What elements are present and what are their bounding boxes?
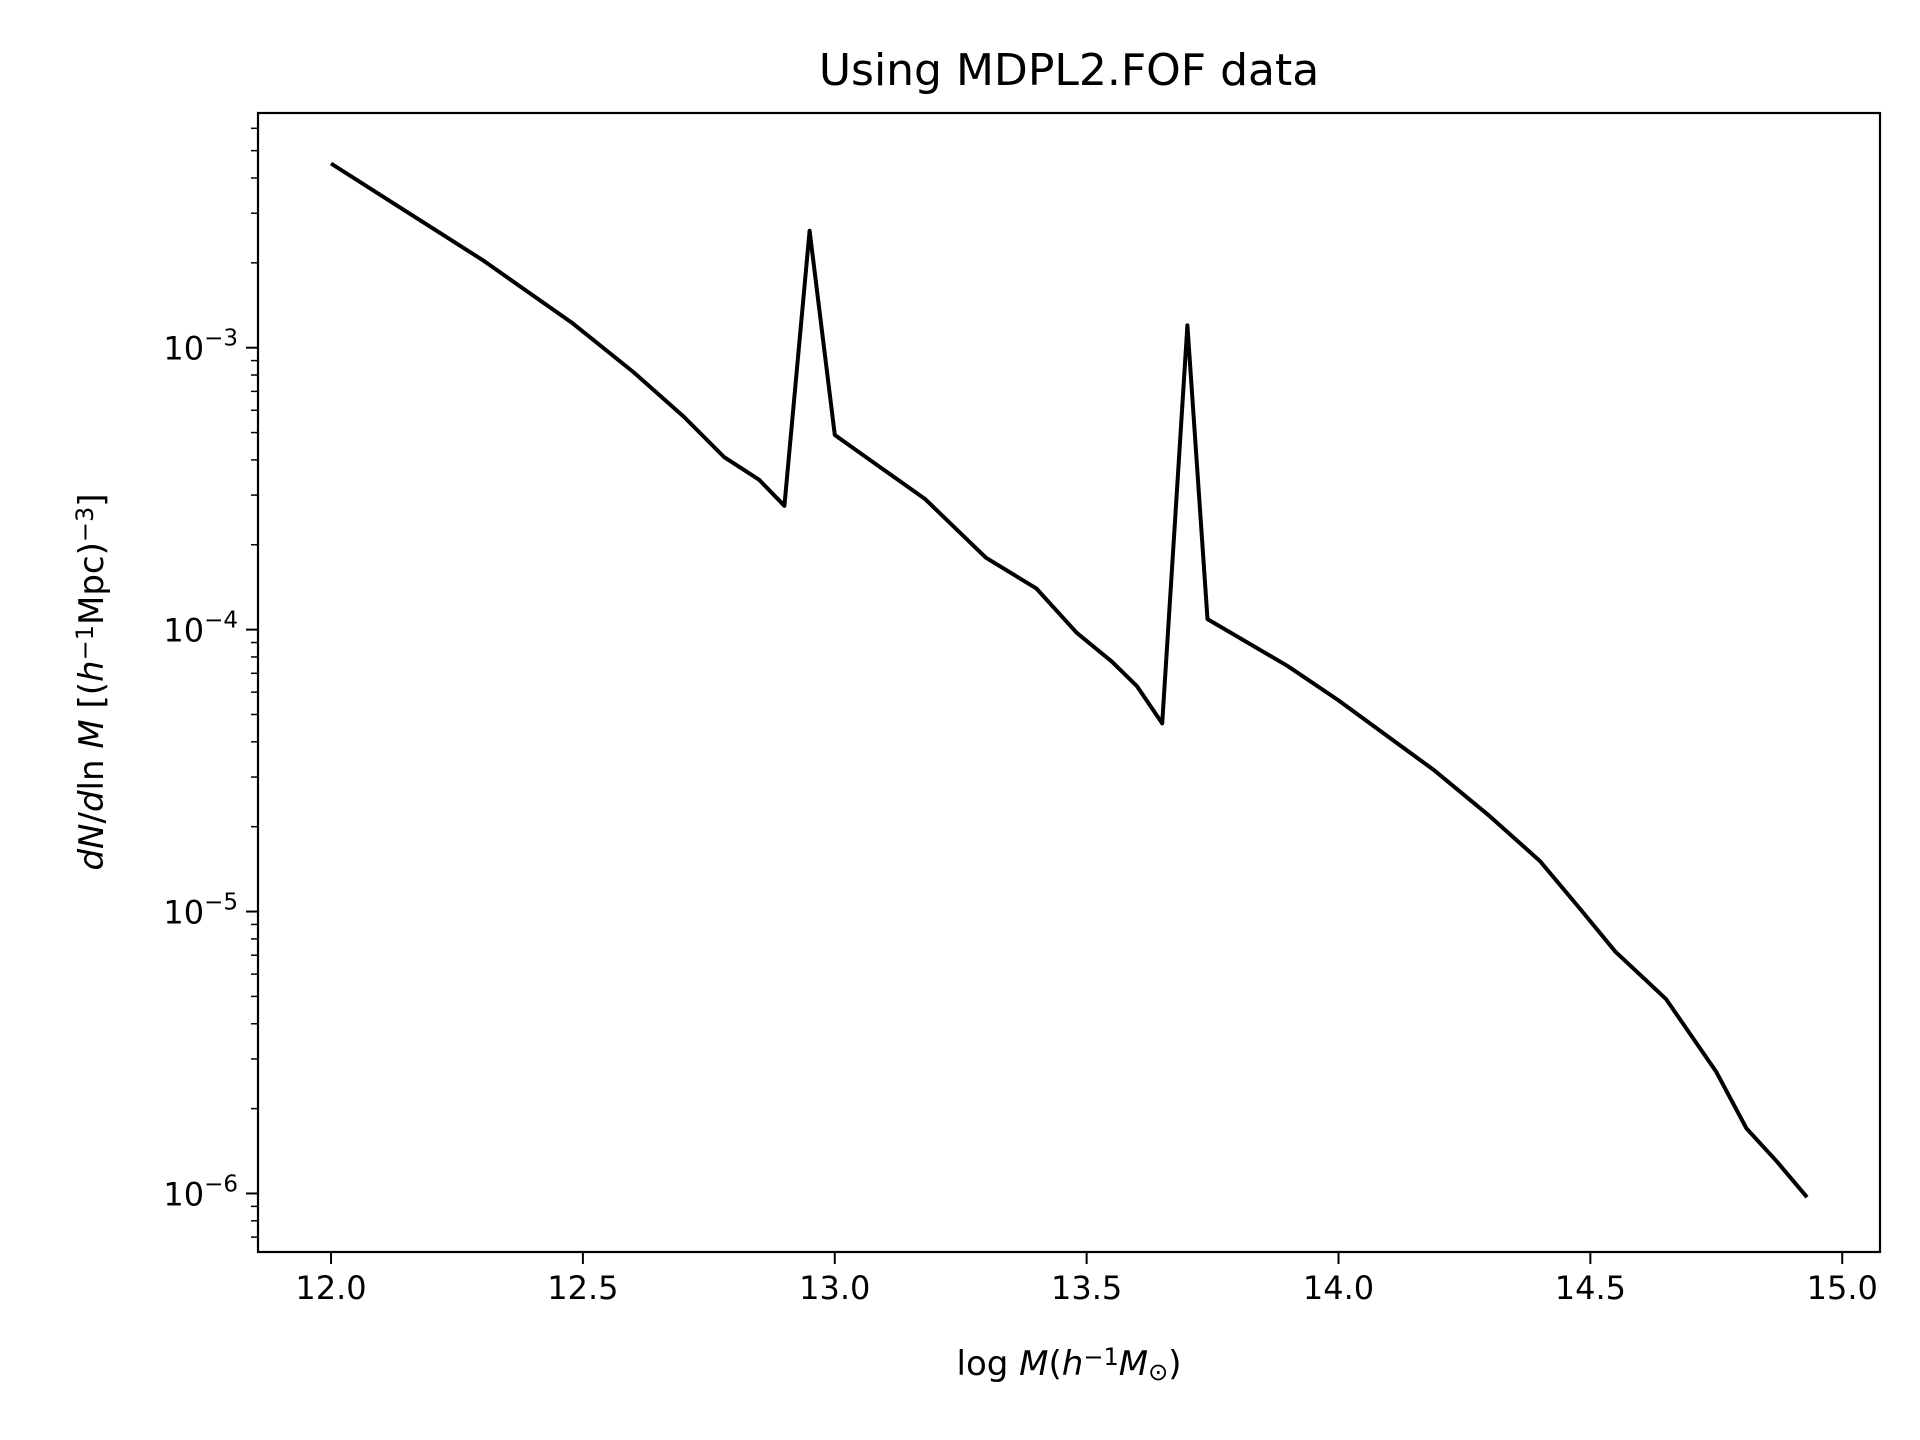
axis-label-part: −1 <box>71 625 99 660</box>
axis-label-part: ) <box>1168 1344 1181 1384</box>
x-tick-label: 13.0 <box>799 1269 870 1307</box>
axis-label-part: −1 <box>1083 1343 1118 1371</box>
axis-label-part: −3 <box>71 507 99 542</box>
series-line-0 <box>329 161 1809 1199</box>
y-axis-label: dN/dln M [(h−1Mpc)−3] <box>71 493 112 870</box>
x-tick-label: 12.5 <box>547 1269 618 1307</box>
y-tick-label: 10−4 <box>163 608 238 650</box>
axis-label-part: ln <box>72 749 112 791</box>
x-tick-label: 14.0 <box>1303 1269 1374 1307</box>
axis-label-part: dN <box>72 824 112 871</box>
axis-label-part: log <box>957 1344 1020 1384</box>
y-tick-exponent: −3 <box>204 326 238 352</box>
x-tick-label: 14.5 <box>1555 1269 1626 1307</box>
axis-label-part: h <box>1062 1344 1084 1384</box>
y-tick-exponent: −4 <box>204 608 238 634</box>
axis-label-part: ⊙ <box>1148 1358 1168 1386</box>
y-tick-base: 10 <box>163 1175 204 1213</box>
axis-label-part: / <box>72 812 112 824</box>
x-tick-label: 15.0 <box>1807 1269 1878 1307</box>
axis-label-part: Mpc) <box>72 542 112 625</box>
x-axis-label: log M(h−1M⊙) <box>957 1343 1182 1386</box>
axis-label-part: M <box>72 719 112 748</box>
y-tick-label: 10−6 <box>163 1171 238 1213</box>
x-tick-label: 12.0 <box>295 1269 366 1307</box>
axis-label-part: [( <box>72 682 112 719</box>
series-layer <box>329 161 1809 1199</box>
x-tick-label: 13.5 <box>1051 1269 1122 1307</box>
y-axis: 10−310−410−510−6 <box>163 127 258 1238</box>
axis-label-part: M <box>1119 1344 1148 1384</box>
x-axis: 12.0 12.5 13.0 13.5 14.0 14.5 15.0 <box>295 1252 1878 1307</box>
axis-label-part: ( <box>1049 1344 1062 1384</box>
axis-label-part: ] <box>72 493 112 506</box>
axis-label-part: d <box>72 790 112 812</box>
axis-label-part: h <box>72 660 112 682</box>
y-tick-exponent: −5 <box>204 890 238 916</box>
y-tick-base: 10 <box>163 894 204 932</box>
y-tick-exponent: −6 <box>204 1171 238 1197</box>
y-tick-label: 10−3 <box>163 326 238 368</box>
y-tick-base: 10 <box>163 612 204 650</box>
y-tick-label: 10−5 <box>163 890 238 932</box>
y-tick-base: 10 <box>163 330 204 368</box>
plot-frame <box>256 111 1882 1254</box>
chart-title: Using MDPL2.FOF data <box>819 45 1319 96</box>
axis-label-part: M <box>1019 1344 1048 1384</box>
